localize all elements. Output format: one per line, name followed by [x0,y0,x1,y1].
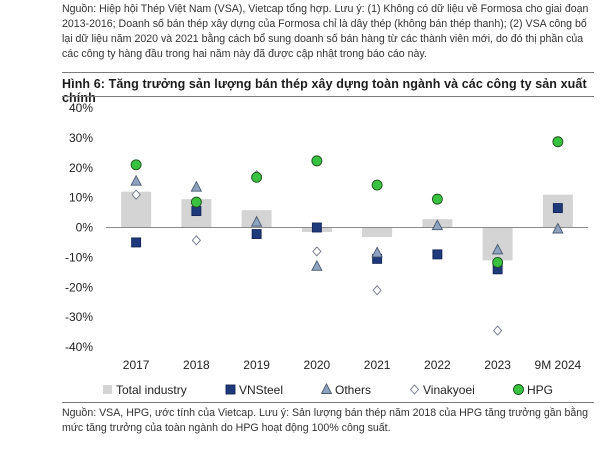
others-marker [311,259,323,271]
vinakyoei-marker [131,189,141,200]
others-marker [190,180,203,192]
hpg-marker [251,171,263,183]
others-marker [130,174,142,186]
source-note-bottom: Nguồn: VSA, HPG, ước tính của Vietcap. L… [62,407,589,434]
title-bottom-rule [62,96,594,97]
legend-swatch-others [320,383,333,394]
y-tick-label: 30% [69,131,93,145]
hpg-marker [492,257,504,268]
vinakyoei-marker [191,235,201,246]
legend-swatch-total-industry [103,385,112,394]
legend: Total industry VNSteel Others Vinakyoei HPG [103,383,553,397]
vinakyoei-marker [312,246,322,257]
vnsteel-marker [131,237,142,248]
x-tick-label: 2021 [364,358,391,372]
x-axis: 2017 2018 2019 2020 2021 2022 2023 9M 2024 [123,358,582,372]
legend-label-vinakyoei: Vinakyoei [423,383,475,397]
x-tick-label: 2022 [424,358,451,372]
y-axis: -40% -30% -20% -10% 0% 10% 20% 30% 40% [65,101,93,354]
y-tick-label: -40% [65,340,93,354]
title-top-rule [62,72,594,73]
others-marker [250,215,263,227]
hpg-marker [552,136,564,148]
total-industry-bar [362,227,393,238]
x-tick-label: 2019 [243,358,270,372]
hpg-marker [311,155,323,167]
legend-swatch-hpg [513,384,524,395]
y-tick-label: -30% [65,310,93,324]
legend-label-others: Others [335,383,371,397]
y-tick-label: -10% [65,250,93,264]
total-industry-bars [121,191,573,261]
vnsteel-marker [311,222,322,233]
legend-label-total-industry: Total industry [116,383,187,397]
hpg-marker [190,196,202,208]
x-tick-label: 2017 [123,358,150,372]
others-marker [371,246,383,258]
vnsteel-marker [552,203,563,214]
vnsteel-marker [251,229,262,240]
legend-label-vnsteel: VNSteel [239,383,283,397]
company-markers [130,136,564,336]
x-tick-label: 9M 2024 [535,358,582,372]
y-tick-label: 0% [76,221,94,235]
y-tick-label: 20% [69,161,93,175]
legend-label-hpg: HPG [527,383,553,397]
growth-chart: -40%-30%-20%-10%0%10%20%30%40% 2017 2018 2… [65,101,588,397]
hpg-marker [130,159,142,171]
vinakyoei-marker [493,325,503,336]
source-note-top: Nguồn: Hiệp hội Thép Việt Nam (VSA), Vie… [62,3,589,60]
vnsteel-marker [432,249,443,260]
footer-rule [62,402,594,403]
vnsteel-marker [191,206,202,217]
legend-swatch-vinakyoei [409,384,420,395]
x-tick-label: 2018 [183,358,210,372]
chart-title: Hình 6: Tăng trưởng sản lượng bán thép x… [62,77,587,105]
others-marker [431,219,444,231]
x-tick-label: 2023 [484,358,511,372]
hpg-marker [431,193,443,205]
y-tick-label: 40% [69,101,93,115]
y-tick-label: -20% [65,280,93,294]
others-marker [552,222,564,234]
y-tick-label: 10% [69,191,93,205]
vinakyoei-marker [372,285,382,296]
x-tick-label: 2020 [304,358,331,372]
others-marker [491,243,504,255]
hpg-marker [371,179,383,191]
legend-swatch-vnsteel [225,384,236,395]
